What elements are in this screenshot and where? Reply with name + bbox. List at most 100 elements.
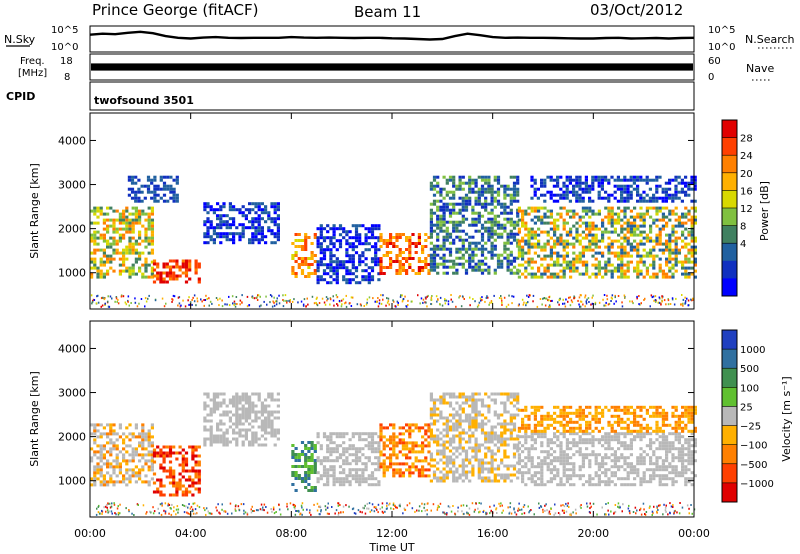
speckle-cell bbox=[201, 300, 203, 303]
data-cell bbox=[395, 471, 399, 475]
data-cell bbox=[228, 232, 232, 236]
data-cell bbox=[620, 227, 624, 231]
nsky-series-line bbox=[89, 30, 695, 41]
data-cell bbox=[99, 450, 103, 454]
data-cell bbox=[578, 447, 582, 451]
data-cell bbox=[122, 248, 126, 252]
data-cell bbox=[693, 236, 697, 240]
speckle-cell bbox=[478, 301, 481, 304]
data-cell bbox=[128, 227, 132, 231]
data-cell bbox=[141, 456, 145, 460]
data-cell bbox=[480, 479, 485, 483]
data-cell bbox=[620, 483, 624, 487]
data-cell bbox=[118, 423, 122, 427]
data-cell bbox=[429, 479, 433, 483]
data-cell bbox=[521, 236, 525, 240]
data-cell bbox=[152, 490, 157, 494]
data-cell bbox=[436, 443, 440, 447]
data-cell bbox=[106, 254, 110, 258]
data-cell bbox=[664, 181, 668, 185]
data-cell bbox=[623, 212, 627, 216]
data-cell bbox=[235, 431, 239, 435]
data-cell bbox=[597, 193, 601, 197]
data-cell bbox=[607, 209, 611, 213]
data-cell bbox=[633, 438, 637, 442]
data-cell bbox=[178, 274, 182, 278]
data-cell bbox=[530, 474, 534, 478]
data-cell bbox=[687, 266, 691, 270]
data-cell bbox=[197, 481, 201, 485]
data-cell bbox=[623, 236, 627, 240]
data-cell bbox=[553, 218, 557, 222]
data-cell bbox=[429, 223, 433, 227]
data-cell bbox=[445, 271, 449, 275]
data-cell bbox=[379, 426, 383, 430]
speckle-cell bbox=[101, 304, 104, 307]
data-cell bbox=[649, 263, 653, 267]
speckle-cell bbox=[305, 305, 307, 308]
data-cell bbox=[322, 435, 327, 439]
data-cell bbox=[131, 230, 135, 234]
data-cell bbox=[153, 187, 157, 191]
data-cell bbox=[633, 218, 637, 222]
data-cell bbox=[144, 275, 148, 279]
data-cell bbox=[109, 423, 113, 427]
data-cell bbox=[681, 260, 685, 264]
data-cell bbox=[338, 444, 343, 448]
speckle-cell bbox=[562, 298, 564, 301]
data-cell bbox=[452, 211, 456, 215]
data-cell bbox=[477, 193, 481, 197]
data-cell bbox=[228, 217, 232, 221]
data-cell bbox=[125, 483, 129, 487]
speckle-cell bbox=[115, 296, 118, 298]
data-cell bbox=[354, 281, 359, 285]
data-cell bbox=[668, 254, 672, 258]
data-cell bbox=[125, 266, 129, 270]
data-cell bbox=[364, 468, 368, 472]
frequency-band bbox=[91, 63, 693, 71]
data-cell bbox=[319, 248, 323, 252]
data-cell bbox=[690, 206, 694, 210]
data-cell bbox=[537, 477, 541, 481]
data-cell bbox=[417, 468, 421, 472]
data-cell bbox=[102, 480, 106, 484]
speckle-cell bbox=[120, 294, 123, 297]
speckle-cell bbox=[450, 294, 452, 296]
speckle-cell bbox=[211, 302, 213, 305]
speckle-cell bbox=[107, 295, 109, 298]
data-cell bbox=[159, 484, 163, 488]
data-cell bbox=[521, 251, 525, 255]
data-cell bbox=[601, 438, 605, 442]
data-cell bbox=[367, 248, 371, 252]
speckle-cell bbox=[338, 300, 341, 302]
data-cell bbox=[319, 233, 323, 237]
data-cell bbox=[503, 449, 507, 453]
data-cell bbox=[533, 187, 537, 191]
data-cell bbox=[203, 241, 207, 245]
data-cell bbox=[364, 227, 368, 231]
data-cell bbox=[530, 209, 534, 213]
data-cell bbox=[248, 398, 252, 402]
data-cell bbox=[458, 223, 462, 227]
data-cell bbox=[364, 269, 368, 273]
data-cell bbox=[658, 230, 662, 234]
data-cell bbox=[184, 487, 189, 491]
data-cell bbox=[468, 178, 472, 182]
data-cell bbox=[601, 459, 605, 463]
data-cell bbox=[600, 178, 604, 182]
data-cell bbox=[385, 251, 389, 254]
data-cell bbox=[458, 208, 462, 212]
data-cell bbox=[319, 245, 323, 249]
data-cell bbox=[543, 248, 547, 252]
speckle-cell bbox=[100, 297, 103, 300]
data-cell bbox=[655, 236, 659, 240]
data-cell bbox=[674, 269, 678, 273]
data-cell bbox=[639, 233, 643, 237]
beam-title: Beam 11 bbox=[354, 3, 421, 21]
data-cell bbox=[572, 465, 576, 469]
data-cell bbox=[620, 196, 624, 200]
data-cell bbox=[264, 428, 268, 432]
data-cell bbox=[464, 247, 469, 251]
data-cell bbox=[294, 471, 298, 474]
data-cell bbox=[216, 235, 220, 239]
